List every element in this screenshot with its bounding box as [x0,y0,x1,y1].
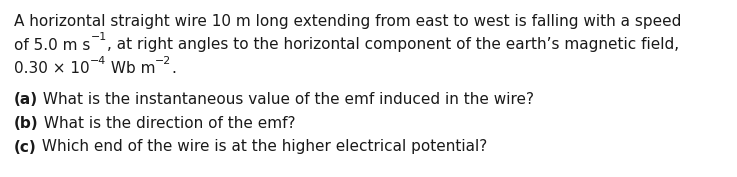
Text: A horizontal straight wire 10 m long extending from east to west is falling with: A horizontal straight wire 10 m long ext… [14,14,682,29]
Text: What is the direction of the emf?: What is the direction of the emf? [38,116,295,131]
Text: 0.30 × 10: 0.30 × 10 [14,61,90,76]
Text: (a): (a) [14,93,38,107]
Text: , at right angles to the horizontal component of the earth’s magnetic field,: , at right angles to the horizontal comp… [107,38,679,53]
Text: of 5.0 m s: of 5.0 m s [14,38,91,53]
Text: −2: −2 [156,56,172,65]
Text: Which end of the wire is at the higher electrical potential?: Which end of the wire is at the higher e… [37,139,487,155]
Text: (b): (b) [14,116,38,131]
Text: Wb m: Wb m [105,61,156,76]
Text: What is the instantaneous value of the emf induced in the wire?: What is the instantaneous value of the e… [38,93,534,107]
Text: −4: −4 [90,56,105,65]
Text: −1: −1 [91,32,107,42]
Text: (c): (c) [14,139,37,155]
Text: .: . [172,61,176,76]
